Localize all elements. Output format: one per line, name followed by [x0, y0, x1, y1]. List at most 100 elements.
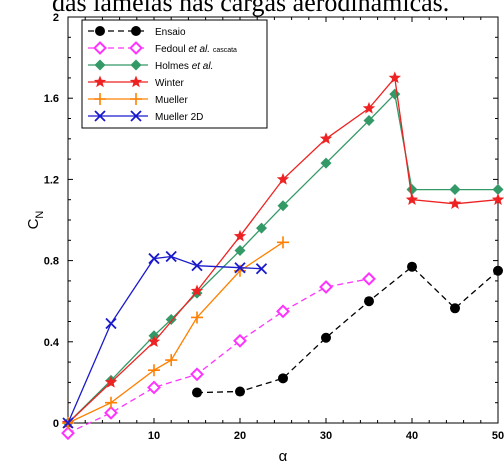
series-3-point	[363, 115, 375, 127]
legend-label-name: Winter	[155, 78, 185, 89]
series-5-point	[191, 311, 203, 324]
series-1-point	[407, 261, 417, 272]
legend-label: Ensaio	[155, 27, 186, 38]
series-6-point	[191, 260, 203, 272]
legend-entry: Winter	[88, 75, 185, 89]
series-2-point	[276, 304, 290, 319]
legend-entry: Ensaio	[88, 26, 186, 38]
series-1	[192, 261, 503, 398]
y-tick-label: 0.4	[44, 337, 60, 349]
y-tick-label: 1.6	[44, 93, 59, 105]
series-3-point	[406, 184, 418, 196]
series-1-line	[196, 265, 499, 394]
series-6-point	[105, 317, 117, 330]
series-3-line	[67, 92, 498, 424]
legend-label: Fedoul et al. cascata	[155, 44, 237, 55]
series-5-point	[105, 396, 117, 409]
series-1-point	[192, 387, 202, 398]
legend-swatch-marker	[130, 110, 142, 122]
y-axis-label-subscript: N	[34, 211, 46, 219]
x-axis-label: α	[279, 448, 288, 465]
legend-entry: Holmes et al.	[88, 59, 213, 72]
series-2-line	[67, 278, 370, 434]
legend-label-italic: et al.	[188, 44, 210, 55]
series-1-point	[321, 332, 331, 343]
series-6	[62, 250, 268, 429]
legend-label: Mueller	[155, 95, 188, 106]
figure-caption-fragment: das lâmelas nas cargas aerodinâmicas.	[52, 0, 450, 17]
series-3-point	[256, 222, 267, 234]
legend-entry: Fedoul et al. cascata	[88, 41, 237, 55]
series-6-line	[67, 255, 262, 424]
series-2-point	[147, 380, 161, 395]
series-4-point	[405, 193, 419, 205]
legend-label-name: Mueller 2D	[155, 112, 203, 123]
series-2-point	[190, 367, 204, 382]
x-tick-label: 30	[320, 430, 332, 442]
series-3-point	[234, 244, 246, 256]
x-tick-label: 50	[492, 430, 504, 442]
series-4-point	[448, 197, 462, 210]
series-4-point	[276, 172, 290, 185]
series-3-point	[165, 313, 177, 325]
series-4-point	[233, 229, 247, 242]
legend-swatch-marker	[129, 41, 143, 55]
y-axis-label: CN	[25, 211, 46, 230]
series-5-point	[165, 354, 178, 367]
legend: Ensaio Fedoul et al. cascata Holmes et al.…	[81, 19, 268, 129]
series-4-point	[491, 193, 504, 205]
legend-label: Holmes et al.	[155, 61, 213, 72]
legend-swatch-marker	[131, 26, 141, 36]
legend-swatch-marker	[94, 93, 106, 105]
x-tick-label: 10	[148, 430, 160, 442]
series-4-point	[190, 284, 204, 297]
series-1-point	[278, 373, 288, 384]
series-1-point	[493, 265, 503, 276]
legend-label: Winter	[155, 78, 185, 89]
series-2-point	[362, 271, 376, 286]
series-4-point	[104, 375, 118, 388]
legend-label: Mueller 2D	[155, 112, 203, 123]
series-5-point	[277, 236, 289, 249]
series-6-point	[165, 250, 177, 263]
y-tick-label: 1.2	[44, 174, 59, 186]
y-tick-label: 0.8	[44, 256, 59, 268]
legend-swatch-marker	[130, 93, 142, 105]
y-tick-label: 0	[53, 418, 59, 430]
series-5	[62, 236, 289, 429]
series-4-point	[319, 132, 333, 145]
series-2-point	[233, 333, 247, 348]
series-6-point	[234, 262, 246, 274]
series-6-point	[148, 252, 160, 265]
series-5-point	[148, 364, 160, 377]
legend-swatch-marker	[130, 59, 142, 71]
legend-swatch-marker	[129, 75, 143, 88]
x-tick-label: 20	[234, 430, 246, 442]
legend-label-name: Mueller	[155, 95, 188, 106]
legend-label-name: Holmes	[155, 61, 192, 72]
legend-swatch-marker	[94, 59, 106, 71]
series-4-line	[67, 76, 499, 424]
series-6-point	[62, 417, 74, 429]
series-2-point	[104, 405, 118, 420]
legend-box	[81, 19, 268, 129]
series-3-point	[492, 184, 504, 196]
series-2	[61, 271, 376, 441]
series-3-point	[449, 184, 461, 196]
legend-entry: Mueller	[88, 93, 188, 106]
legend-label-italic: et al.	[192, 61, 214, 72]
series-2-point	[319, 280, 333, 294]
series-4-point	[388, 71, 401, 84]
legend-swatch-marker	[94, 110, 106, 122]
legend-entry: Mueller 2D	[88, 110, 203, 123]
series-4	[61, 71, 504, 429]
x-tick-label: 40	[406, 430, 418, 442]
legend-label-name: Ensaio	[155, 27, 186, 38]
series-layer	[61, 71, 504, 441]
legend-swatch-marker	[93, 75, 107, 88]
series-1-point	[364, 296, 374, 307]
series-4-point	[362, 101, 376, 114]
series-3-point	[277, 200, 289, 212]
legend-label-name: Fedoul	[155, 44, 188, 55]
